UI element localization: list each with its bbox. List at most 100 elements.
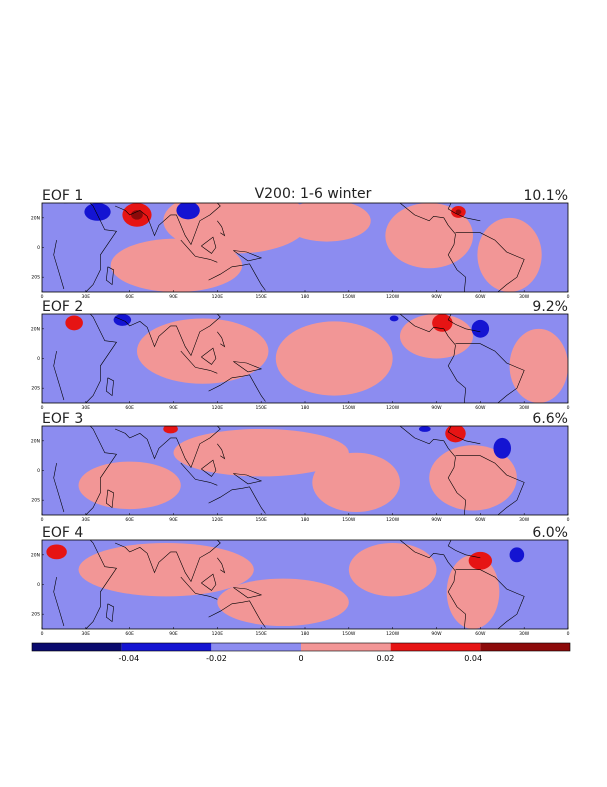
coastline — [53, 577, 65, 627]
anomaly-core — [389, 315, 399, 322]
coastline — [447, 314, 481, 333]
coastline — [217, 331, 226, 348]
x-tick-label: 0 — [567, 631, 570, 637]
x-tick-label: 90W — [431, 294, 442, 300]
panel-label: EOF 4 — [42, 525, 83, 541]
x-tick-label: 60W — [475, 517, 486, 523]
panel-label: EOF 2 — [42, 299, 83, 315]
x-tick-label: 120W — [386, 517, 400, 523]
x-tick-label: 90W — [431, 631, 442, 637]
coastline — [208, 374, 266, 402]
anomaly-region — [477, 217, 542, 292]
x-tick-label: 120E — [212, 294, 224, 300]
coastline — [455, 569, 525, 629]
x-tick-label: 60W — [475, 631, 486, 637]
x-tick-label: 150W — [342, 631, 356, 637]
eof-panel-1: EOF 1 10.1% 0 30E 60E 90E 120E 150E 180 150W 120W 9… — [31, 188, 570, 300]
eof-panel-2: EOF 2 9.2% 0 30E 60E 90E 120E 150E 180 150W 120W 90… — [31, 299, 570, 411]
x-tick-label: 90E — [169, 405, 178, 411]
x-tick-label: 90W — [431, 405, 442, 411]
anomaly-core — [65, 315, 83, 331]
anomaly-region — [385, 203, 474, 269]
y-tick-label: 0 — [37, 356, 40, 362]
colorbar-tick-label: 0.02 — [377, 654, 395, 663]
x-tick-label: 150W — [342, 294, 356, 300]
x-tick-label: 150W — [342, 405, 356, 411]
coastline — [455, 232, 525, 292]
coastline — [208, 263, 266, 291]
coastline — [399, 426, 467, 515]
coastline — [399, 540, 467, 629]
coastline — [180, 239, 218, 263]
x-tick-label: 0 — [567, 517, 570, 523]
x-tick-label: 180 — [301, 405, 310, 411]
field-layer — [42, 540, 568, 629]
coastline — [105, 266, 114, 286]
x-tick-label: 180 — [301, 631, 310, 637]
coastline — [399, 314, 467, 403]
anomaly-core — [509, 547, 525, 563]
anomaly-core — [176, 203, 200, 220]
anomaly-region — [283, 203, 371, 242]
field-layer — [42, 203, 568, 292]
y-tick-label: 20S — [31, 386, 40, 392]
x-tick-label: 120W — [386, 405, 400, 411]
panel-label: EOF 1 — [42, 188, 83, 204]
coastline — [201, 459, 217, 477]
panel-label: EOF 3 — [42, 411, 83, 427]
colorbar-swatch — [480, 643, 570, 651]
coastline — [208, 486, 266, 514]
coastline — [233, 473, 263, 485]
x-tick-label: 120W — [386, 294, 400, 300]
colorbar-frame — [31, 642, 571, 652]
coastline — [447, 540, 481, 559]
x-tick-label: 30W — [519, 405, 530, 411]
coastline — [447, 426, 481, 445]
anomaly-core — [432, 314, 453, 332]
x-tick-label: 90W — [431, 517, 442, 523]
anomaly-region — [110, 238, 243, 292]
field-layer — [42, 314, 568, 403]
x-tick-label: 30E — [82, 405, 91, 411]
x-tick-label: 30W — [519, 631, 530, 637]
panel-variance: 9.2% — [532, 299, 568, 315]
x-tick-label: 150E — [255, 294, 267, 300]
panels-group: EOF 1 10.1% 0 30E 60E 90E 120E 150E 180 150W 120W 9… — [31, 188, 570, 637]
coastline — [208, 600, 266, 628]
y-tick-label: 0 — [37, 468, 40, 474]
colorbar-tick-label: 0.04 — [464, 654, 482, 663]
x-tick-label: 150E — [255, 405, 267, 411]
panel-variance: 6.6% — [532, 411, 568, 427]
x-tick-label: 60E — [125, 517, 134, 523]
colorbar-swatch — [32, 643, 122, 651]
colorbar-tick-label: -0.02 — [206, 654, 227, 663]
colorbar-tick-label: 0 — [298, 654, 303, 663]
eof-panel-3: EOF 3 6.6% 0 30E 60E 90E 120E 150E 180 150W 120W 90… — [31, 411, 570, 523]
coastline — [53, 351, 65, 401]
coastline — [447, 203, 481, 222]
coastline — [180, 350, 218, 374]
anomaly-region — [78, 461, 181, 510]
colorbar-tick-label: -0.04 — [118, 654, 139, 663]
colorbar: -0.04 -0.02 0 0.02 0.04 — [31, 642, 571, 663]
x-tick-label: 120E — [212, 517, 224, 523]
coastline — [114, 314, 221, 357]
coastline — [53, 240, 65, 290]
x-tick-label: 0 — [41, 405, 44, 411]
x-tick-label: 90E — [169, 631, 178, 637]
anomaly-core — [471, 319, 490, 338]
anomaly-core — [418, 426, 431, 432]
x-tick-label: 60W — [475, 294, 486, 300]
y-tick-label: 0 — [37, 582, 40, 588]
coastline — [217, 220, 226, 237]
anomaly-peak — [455, 209, 462, 215]
coastline — [201, 573, 217, 591]
field-layer — [42, 426, 568, 515]
coastline — [105, 603, 114, 623]
coastline — [63, 203, 118, 292]
y-tick-label: 20N — [31, 326, 40, 332]
anomaly-region — [429, 445, 517, 511]
coastline — [201, 236, 217, 254]
x-tick-label: 30E — [82, 631, 91, 637]
x-tick-label: 150E — [255, 517, 267, 523]
